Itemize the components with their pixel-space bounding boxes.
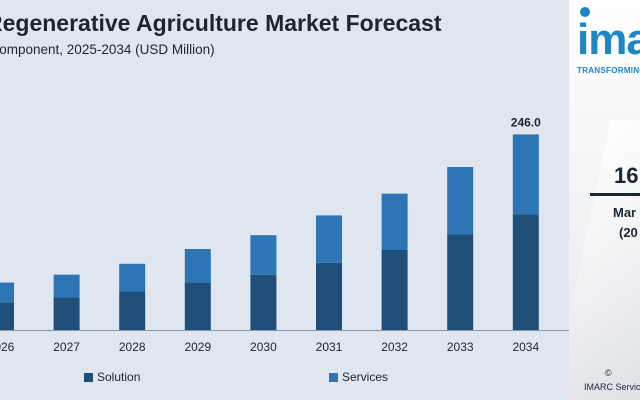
x-tick-label: 2029 [184, 340, 211, 354]
bar-solution-2033 [447, 234, 474, 330]
brand-logo: imarc [577, 15, 640, 64]
bar-services-2026 [0, 282, 14, 303]
chart-title: Regenerative Agriculture Market Forecast [0, 10, 442, 36]
x-tick-label: 2033 [447, 340, 474, 354]
data-label-total: 246.0 [511, 115, 541, 129]
x-tick-label: 2032 [381, 340, 408, 354]
bar-services-2030 [250, 235, 277, 275]
side-panel: imarc TRANSFORMING IDEAS INTO IMPACT [569, 0, 640, 400]
chart-subtitle: By Component, 2025-2034 (USD Million) [0, 42, 215, 57]
bar-services-2032 [381, 193, 408, 250]
bar-services-2034 [512, 134, 539, 215]
bar-solution-2031 [316, 262, 342, 330]
logo-dot-icon [580, 7, 590, 17]
bar-solution-2026 [0, 302, 14, 330]
x-tick-label: 2030 [250, 340, 277, 354]
bar-solution-2034 [512, 214, 539, 330]
bar-services-2031 [316, 215, 342, 263]
legend-swatch-solution [84, 372, 93, 382]
market-size-label: Mar [613, 205, 637, 220]
bar-services-2027 [53, 274, 80, 298]
copyright-mark: © [605, 368, 612, 378]
bar-solution-2029 [184, 282, 211, 330]
bar-solution-2030 [250, 274, 277, 330]
bar-services-2028 [119, 263, 146, 292]
x-tick-label: 2034 [512, 340, 539, 354]
bar-solution-2027 [53, 297, 80, 330]
source-credit: IMARC Services [584, 382, 640, 392]
legend-item-solution: Solution [84, 370, 140, 384]
bar-solution-2028 [119, 291, 146, 330]
bar-services-2029 [184, 249, 211, 283]
legend-item-services: Services [329, 370, 388, 384]
x-tick-label: 2031 [316, 340, 343, 354]
market-size-value: 16 [614, 163, 639, 188]
x-tick-label: 2027 [53, 340, 80, 354]
stat-divider [590, 193, 640, 196]
brand-tagline: TRANSFORMING IDEAS INTO IMPACT [577, 66, 640, 75]
bar-services-2033 [447, 167, 474, 235]
legend-label-services: Services [342, 370, 389, 384]
legend-label-solution: Solution [97, 370, 141, 384]
bar-solution-2032 [381, 249, 408, 330]
legend-swatch-services [329, 372, 338, 382]
stacked-bar-chart: 2026 2027 2028 2029 2030 2031 2032 2033 2034 246.… [0, 115, 570, 354]
panel-decoration [569, 120, 640, 400]
x-tick-label: 2028 [119, 340, 146, 354]
market-size-year: (20 [619, 225, 638, 240]
x-tick-label: 2026 [0, 340, 15, 354]
